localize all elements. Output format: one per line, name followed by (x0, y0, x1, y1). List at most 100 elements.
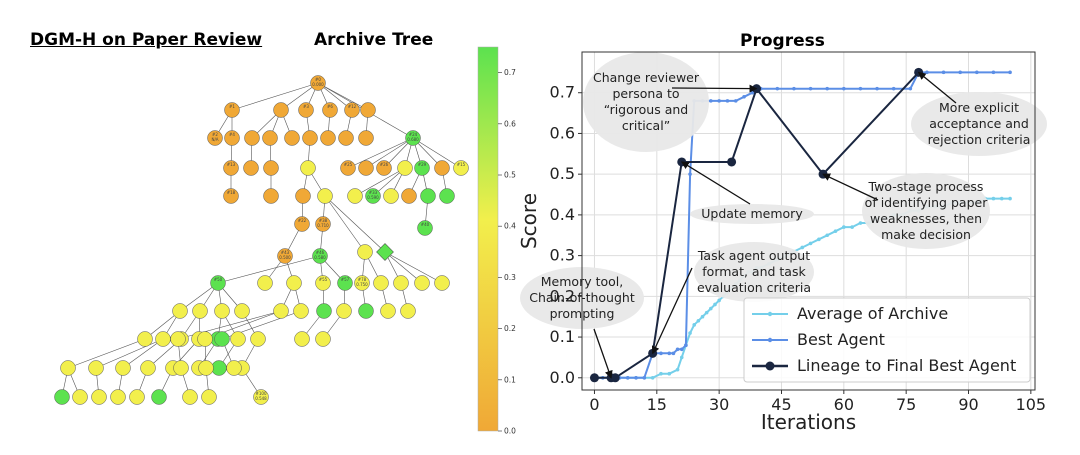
tree-node-label: #57 (341, 277, 350, 282)
tree-node-label: #50 (214, 277, 223, 282)
average-of-archive-point (688, 331, 692, 335)
tree-node-label: 0.750 (356, 282, 368, 287)
tree-node (315, 331, 331, 347)
tree-node-label: #1 (229, 104, 235, 109)
colorbar-tick-label: 0.1 (504, 375, 516, 384)
tree-node-circle (257, 275, 273, 291)
tree-node-circle (173, 360, 189, 376)
average-of-archive-point (659, 371, 663, 376)
average-of-archive-point (833, 229, 838, 233)
average-of-archive-point (842, 225, 846, 229)
x-tick-label: 30 (709, 395, 729, 414)
legend-swatch-marker (765, 361, 775, 371)
tree-node (337, 275, 353, 291)
annotation-bubble (694, 242, 814, 302)
best-agent-point (941, 70, 946, 75)
tree-node (72, 389, 88, 405)
tree-node-circle (263, 188, 279, 204)
tree-node-circle (338, 130, 354, 146)
tree-node (170, 331, 186, 347)
tree-node-label: #78 (358, 277, 367, 282)
x-tick-label: 90 (958, 395, 978, 414)
best-agent-point (634, 375, 638, 380)
tree-node-label: #25 (344, 162, 353, 167)
x-tick-label: 75 (896, 395, 916, 414)
tree-node-circle (400, 303, 416, 319)
tree-node (400, 303, 416, 319)
colorbar-tick-label: 0.7 (504, 68, 516, 77)
tree-node-circle (383, 188, 399, 204)
tree-node (439, 188, 455, 204)
tree-node-circle (273, 303, 289, 319)
tree-node (172, 303, 188, 319)
tree-node (312, 248, 328, 264)
y-tick-label: 0.7 (550, 83, 575, 102)
best-agent-point (775, 86, 780, 91)
average-of-archive-point (713, 302, 717, 307)
tree-node-circle (224, 102, 240, 118)
annotation-text: persona to (612, 86, 679, 101)
tree-node-circle (198, 360, 214, 376)
average-of-archive-point (800, 245, 805, 250)
tree-node-circle (110, 389, 126, 405)
tree-node-circle (214, 303, 230, 319)
annotation-bubble (690, 204, 814, 224)
tree-node (115, 360, 131, 376)
tree-node-label: #55 (319, 277, 328, 282)
tree-node (226, 360, 242, 376)
tree-node (262, 130, 278, 146)
annotation-arrow (822, 173, 879, 201)
tree-node (198, 360, 214, 376)
annotation-text: rejection criteria (928, 132, 1031, 147)
tree-node (223, 188, 239, 204)
tree-node-circle (170, 331, 186, 347)
legend-box (743, 297, 1031, 383)
tree-node (207, 130, 223, 146)
tree-node (420, 188, 436, 204)
tree-node (354, 275, 370, 291)
tree-node (243, 160, 259, 176)
tree-node (393, 275, 409, 291)
lineage-point (610, 373, 620, 383)
legend-label: Average of Archive (797, 304, 948, 323)
tree-node-circle (358, 160, 374, 176)
legend-label: Best Agent (797, 330, 885, 349)
tree-node (155, 331, 171, 347)
tree-node (360, 102, 376, 118)
best-agent-point (679, 347, 684, 352)
tree-node-label: 0.500 (279, 255, 291, 260)
tree-edge (384, 251, 423, 284)
tree-node (224, 102, 240, 118)
y-tick-label: 0.6 (550, 123, 575, 142)
tree-node-circle (273, 102, 289, 118)
lineage-point (727, 157, 737, 167)
best-agent-point (733, 99, 738, 103)
tree-node (214, 331, 230, 347)
tree-node-label: 0.710 (317, 223, 329, 228)
tree-edge (324, 195, 366, 253)
tree-node-circle (172, 303, 188, 319)
tree-edge (354, 167, 406, 197)
tree-node (336, 303, 352, 319)
chart-axes: 0 15 30 45 60 75 90 105 0.0 0.1 0.2 0.3 0.4 0.5 0.6 0.7… (517, 83, 1046, 434)
best-agent-point (684, 343, 688, 348)
tree-node-circle (250, 331, 266, 347)
tree-node-circle (263, 160, 279, 176)
tree-node-circle (453, 160, 469, 176)
tree-node-circle (376, 160, 392, 176)
tree-node (365, 188, 381, 204)
tree-node (182, 389, 198, 405)
average-of-archive-point (858, 221, 863, 225)
tree-node-circle (224, 130, 240, 146)
tree-node (223, 160, 239, 176)
tree-node (284, 130, 300, 146)
tree-node-circle (226, 360, 242, 376)
tree-node (54, 389, 70, 405)
tree-node (434, 275, 450, 291)
best-agent-point (958, 70, 962, 75)
best-agent-point (875, 86, 879, 91)
tree-node (397, 160, 413, 176)
